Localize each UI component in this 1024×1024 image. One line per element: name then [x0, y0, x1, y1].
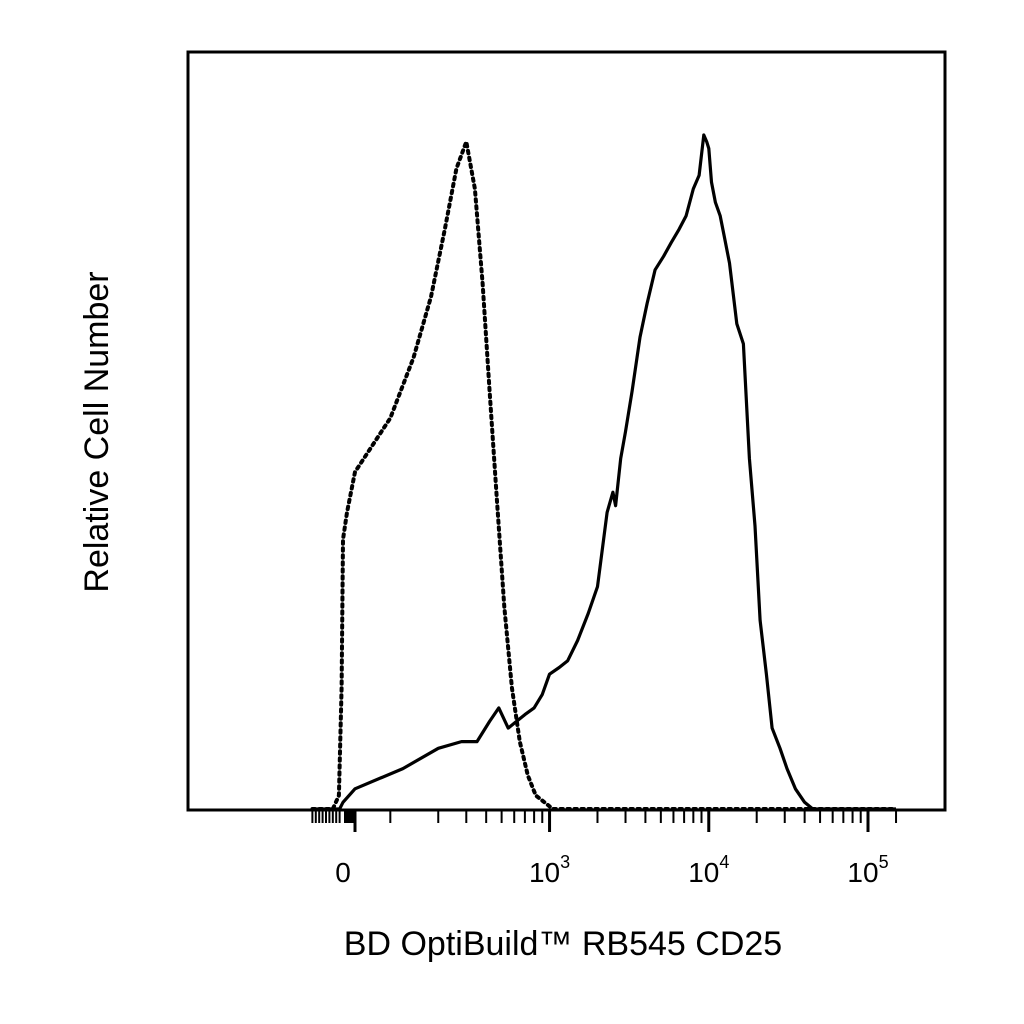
- x-axis-tick-labels: 0 103 104 105: [335, 852, 888, 888]
- plot-frame: [186, 50, 947, 812]
- x-axis-title: BD OptiBuild™ RB545 CD25: [344, 925, 782, 963]
- x-axis-major-ticks: [353, 810, 870, 832]
- x-tick-label: 104: [688, 852, 729, 888]
- y-axis-title: Relative Cell Number: [78, 271, 116, 592]
- x-axis-minor-ticks: [311, 810, 898, 823]
- x-tick-label: 103: [529, 852, 570, 888]
- x-tick-label: 105: [847, 852, 888, 888]
- stained-series: [312, 133, 896, 811]
- x-tick-label: 0: [335, 857, 351, 888]
- isotype-control-series: [310, 139, 898, 811]
- series-layer: [310, 133, 898, 811]
